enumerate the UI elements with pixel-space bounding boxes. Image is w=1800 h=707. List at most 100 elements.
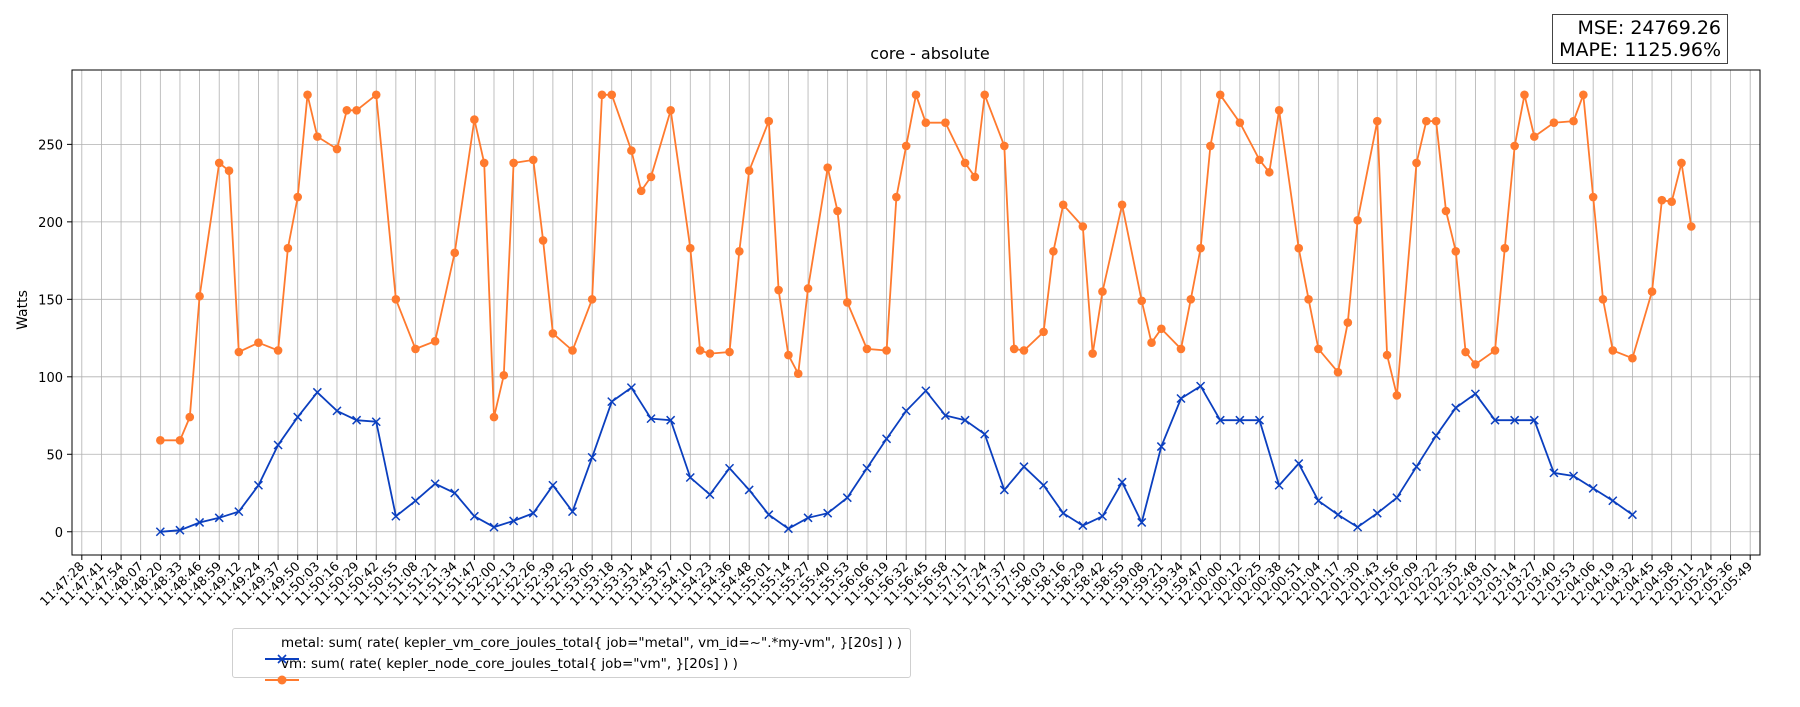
data-point [1097, 511, 1108, 521]
data-point [1627, 510, 1637, 520]
data-point [568, 346, 577, 355]
data-point [803, 284, 813, 293]
data-point [1608, 346, 1618, 355]
data-point [960, 158, 970, 168]
data-point [607, 397, 617, 407]
data-point [1294, 459, 1304, 469]
data-point [764, 510, 774, 520]
data-point [391, 511, 401, 521]
data-point [1147, 338, 1156, 348]
legend-swatch-vm [239, 657, 299, 684]
data-point [352, 105, 361, 115]
data-point [489, 522, 499, 532]
data-point [1549, 468, 1559, 478]
data-point [499, 370, 509, 380]
data-point [921, 118, 931, 127]
grid [72, 70, 1760, 555]
series-line [160, 384, 1633, 533]
data-point [430, 479, 440, 489]
data-point [567, 507, 578, 517]
data-point [705, 490, 715, 500]
data-point [921, 386, 931, 396]
data-point [882, 434, 892, 444]
y-tick-label: 100 [38, 371, 63, 386]
data-point [1529, 132, 1539, 141]
data-point [774, 285, 783, 295]
data-point [1019, 462, 1029, 472]
data-point [1333, 367, 1343, 377]
data-point [1598, 295, 1608, 304]
data-point [882, 346, 891, 355]
legend-label-vm: vm: sum( rate( kepler_node_core_joules_t… [281, 655, 738, 672]
data-point [597, 90, 607, 100]
data-point [587, 452, 597, 462]
data-point [253, 480, 263, 490]
data-point [1451, 403, 1461, 413]
data-point [1412, 158, 1421, 168]
data-point [1019, 346, 1029, 355]
data-point [1510, 141, 1519, 151]
data-point [155, 527, 165, 537]
data-point [1215, 90, 1225, 100]
data-point [735, 246, 744, 256]
data-point [410, 496, 421, 506]
data-point [744, 166, 754, 176]
data-point [469, 511, 479, 521]
data-point [636, 186, 646, 196]
plot-frame [71, 69, 1761, 556]
data-point [509, 516, 519, 526]
data-point [1078, 222, 1088, 231]
data-point [332, 144, 342, 154]
data-point [1411, 462, 1422, 472]
data-point [1520, 90, 1529, 100]
data-point [1422, 116, 1431, 126]
data-point [1392, 391, 1402, 400]
data-point [980, 429, 990, 439]
data-point [332, 406, 342, 416]
data-point [1461, 347, 1470, 357]
data-point [1274, 105, 1284, 115]
data-point [509, 158, 518, 168]
data-point [1579, 90, 1588, 100]
data-point [1569, 116, 1578, 126]
data-point [793, 369, 803, 379]
data-point [1215, 415, 1225, 425]
data-point [352, 415, 362, 425]
legend-swatch-metal [239, 636, 299, 664]
data-point [548, 329, 558, 338]
data-point [940, 411, 950, 421]
data-point [1304, 295, 1313, 304]
data-point [1372, 508, 1382, 518]
data-point [705, 349, 715, 358]
legend: metal: sum( rate( kepler_vm_core_joules_… [232, 628, 912, 684]
data-point [646, 414, 656, 424]
data-point [1647, 287, 1657, 296]
data-point [1176, 344, 1186, 354]
data-point [185, 412, 195, 422]
data-point [833, 206, 842, 216]
data-point [175, 436, 185, 445]
data-point [1000, 141, 1009, 151]
y-tick-label: 150 [38, 293, 63, 308]
data-point [313, 132, 322, 141]
legend-item-metal: metal: sum( rate( kepler_vm_core_joules_… [239, 632, 902, 664]
data-point [1549, 118, 1559, 127]
data-point [224, 166, 234, 176]
data-point [1588, 483, 1598, 493]
chart-title: core - absolute [870, 44, 989, 63]
data-point [1196, 381, 1206, 391]
series-vm [156, 90, 1696, 445]
data-point [1490, 415, 1500, 425]
data-point [312, 387, 322, 397]
data-point [960, 415, 970, 425]
data-point [1117, 477, 1127, 487]
data-point [842, 493, 852, 503]
data-point [1677, 158, 1686, 168]
data-point [489, 412, 499, 422]
data-point [1274, 480, 1284, 490]
data-point [1049, 246, 1058, 256]
data-point [843, 298, 852, 307]
data-point [470, 115, 479, 124]
data-point [725, 347, 734, 357]
data-point [1500, 243, 1510, 253]
